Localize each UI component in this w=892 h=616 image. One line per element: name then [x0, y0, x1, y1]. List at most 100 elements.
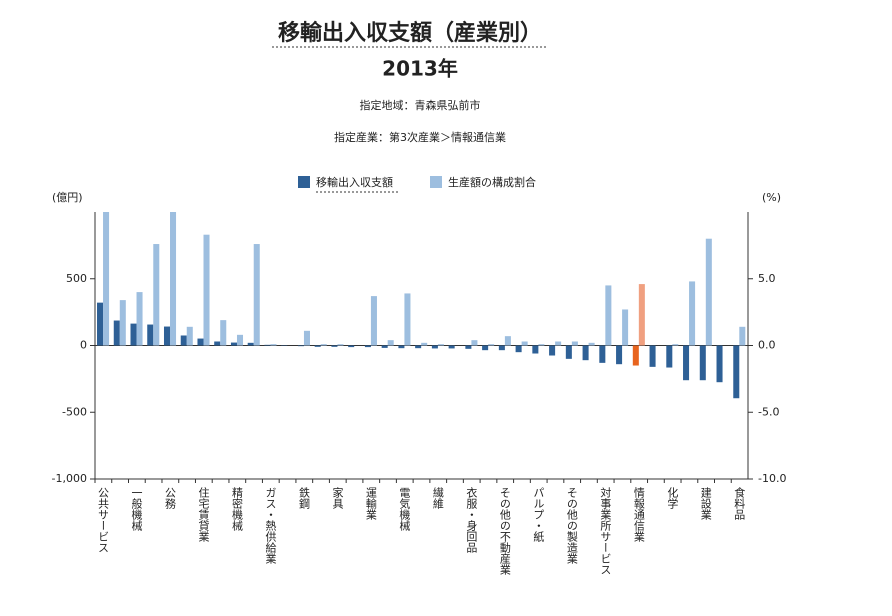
bar [705, 238, 712, 346]
bar [381, 345, 388, 348]
x-tick-label: 一般機械 [130, 487, 143, 532]
bar [515, 345, 522, 353]
x-tick-label: 化学 [666, 486, 679, 509]
legend-swatch [430, 176, 442, 188]
bar [163, 326, 171, 346]
x-tick-label: 精密機械 [230, 487, 243, 532]
x-tick-label: 運輸業 [364, 487, 377, 520]
bar [465, 345, 472, 349]
y2-tick-label: 0.0 [758, 339, 776, 352]
x-tick-label: その他の不動産業 [498, 487, 511, 575]
bar [498, 345, 505, 351]
bar [699, 345, 706, 381]
x-tick-label: 衣服・身回品 [465, 486, 478, 553]
bar [153, 244, 160, 346]
bar [103, 212, 110, 346]
chart-subtitle: 2013年 [382, 57, 458, 81]
bar [448, 345, 455, 349]
bar [170, 212, 177, 346]
bar [482, 345, 489, 351]
bar [97, 302, 104, 346]
x-tick-label: 繊維 [431, 487, 444, 509]
bar [180, 335, 187, 346]
bar [437, 344, 444, 346]
x-tick-label: 公共サービス [97, 487, 110, 553]
x-tick-label: パルプ・紙 [532, 487, 545, 542]
y2-axis-label: (%) [762, 191, 781, 204]
bar [622, 309, 629, 346]
bar [605, 285, 612, 346]
bar [236, 334, 244, 346]
x-tick-label: 情報通信業 [632, 487, 645, 542]
x-tick-label: ガス・熱供給業 [264, 487, 277, 564]
x-tick-label: 鉄鋼 [297, 486, 310, 510]
bar [549, 345, 556, 356]
x-tick-label: 対事業所サービス [599, 486, 612, 575]
bar [253, 244, 260, 346]
bar [214, 341, 221, 346]
bar [565, 345, 572, 359]
bar [571, 341, 578, 346]
region: 指定地域：青森県弘前市 [360, 98, 481, 112]
bar [415, 345, 422, 349]
bar [186, 326, 193, 346]
y2-tick-label: -5.0 [758, 405, 779, 418]
bar [504, 336, 511, 346]
bar [398, 345, 405, 349]
x-tick-label: 建設業 [699, 486, 712, 520]
bar [683, 345, 690, 381]
bar [555, 341, 562, 346]
x-tick-label: 住宅賃貸業 [197, 486, 210, 542]
bar [649, 345, 656, 367]
bar [733, 345, 740, 399]
bar [387, 340, 394, 346]
bar [136, 292, 143, 346]
bar [404, 293, 411, 346]
x-tick-label: 電気機械 [398, 487, 411, 532]
bar [247, 342, 254, 346]
bar [331, 345, 338, 347]
bar [488, 344, 495, 346]
bar [220, 320, 227, 346]
bar [666, 345, 673, 368]
x-tick-label: 公務 [164, 487, 177, 510]
y-tick-label: -1,000 [52, 472, 87, 485]
bar [421, 342, 428, 346]
legend-swatch [298, 176, 310, 188]
bar [370, 296, 377, 346]
bar [739, 326, 746, 346]
bar [638, 284, 645, 346]
bar [582, 345, 589, 361]
bar [538, 344, 545, 346]
y2-tick-label: -10.0 [758, 472, 786, 485]
bar [203, 234, 210, 346]
bar [471, 340, 478, 346]
y-tick-label: -500 [62, 405, 87, 418]
bar [616, 345, 623, 365]
y-axis-label: (億円) [52, 191, 83, 204]
bar [320, 344, 327, 346]
x-tick-label: その他の製造業 [565, 487, 578, 564]
bar [147, 324, 154, 346]
bar [270, 344, 277, 346]
chart-title: 移輸出入収支額（産業別） [278, 20, 542, 46]
bar [130, 323, 137, 346]
bar [297, 345, 304, 347]
y-tick-label: 500 [66, 272, 87, 285]
bar [632, 345, 639, 366]
bar [230, 342, 237, 346]
industry: 指定産業：第3次産業＞情報通信業 [334, 130, 506, 144]
bar [348, 345, 355, 348]
y2-tick-label: 5.0 [758, 272, 776, 285]
legend-label: 移輸出入収支額 [316, 175, 393, 189]
bar [599, 345, 606, 363]
bar [303, 330, 310, 346]
x-tick-label: 家具 [331, 486, 344, 509]
bar [364, 345, 371, 348]
bar [521, 341, 528, 346]
x-tick-label: 食料品 [733, 486, 746, 520]
bar [689, 281, 696, 346]
bar [588, 342, 595, 346]
bar [716, 345, 723, 383]
